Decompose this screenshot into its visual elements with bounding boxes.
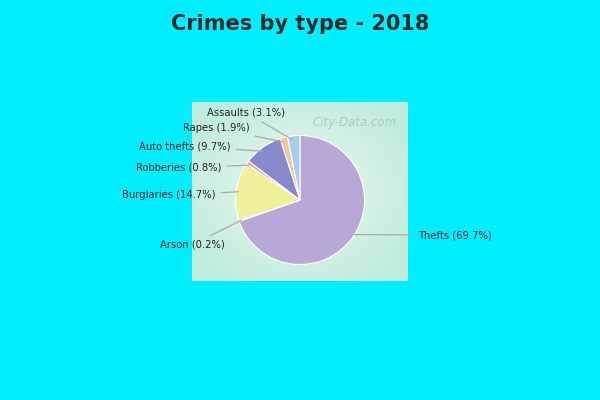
Text: Arson (0.2%): Arson (0.2%) (160, 220, 241, 250)
Wedge shape (287, 136, 300, 200)
Wedge shape (239, 200, 300, 221)
Wedge shape (248, 139, 300, 200)
Text: Crimes by type - 2018: Crimes by type - 2018 (171, 14, 429, 34)
Text: City-Data.com: City-Data.com (313, 116, 397, 128)
Text: Thefts (69.7%): Thefts (69.7%) (351, 230, 492, 240)
Text: Assaults (3.1%): Assaults (3.1%) (206, 108, 292, 140)
Text: Robberies (0.8%): Robberies (0.8%) (136, 163, 249, 173)
Wedge shape (239, 136, 365, 264)
Wedge shape (280, 137, 300, 200)
Wedge shape (247, 161, 300, 200)
Wedge shape (235, 164, 300, 220)
Text: Burglaries (14.7%): Burglaries (14.7%) (122, 190, 238, 200)
Text: Auto thefts (9.7%): Auto thefts (9.7%) (139, 141, 263, 151)
Text: Rapes (1.9%): Rapes (1.9%) (182, 123, 283, 142)
